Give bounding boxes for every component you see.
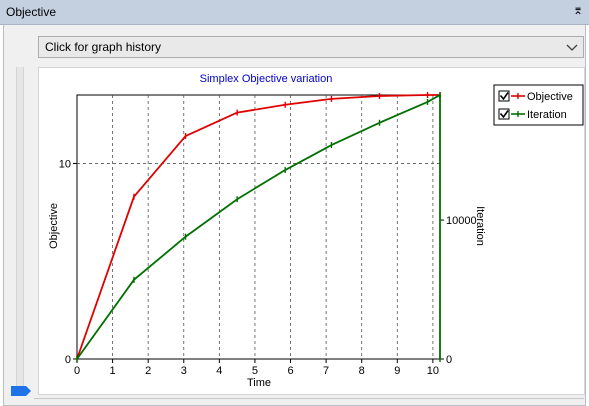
splitter-handle-icon[interactable]	[10, 385, 32, 397]
objective-chart: 0 1 2 3 4 5 6 7 8 9 10 0 10 0 10000 Simplex Objectiv…	[48, 73, 584, 389]
graph-history-dropdown[interactable]: Click for graph history	[38, 36, 584, 58]
y-axis-label: Objective	[48, 203, 60, 249]
x-tick-label: 2	[145, 365, 151, 377]
chart-legend: Objective Iteration	[493, 84, 584, 126]
graph-history-label: Click for graph history	[45, 40, 162, 54]
chart-frame: 0 1 2 3 4 5 6 7 8 9 10 0 10 0 10000 Simplex Objectiv…	[38, 67, 585, 395]
x-tick-label: 0	[74, 365, 80, 377]
splitter-track[interactable]	[16, 67, 24, 392]
y-tick-label: 10	[59, 158, 71, 170]
x-tick-label: 6	[287, 365, 293, 377]
x-tick-label: 10	[427, 365, 439, 377]
plot-area	[76, 94, 441, 360]
legend-objective-label: Objective	[527, 91, 573, 103]
objective-panel: Click for graph history 0 1 2 3 4 5 6 7 8 9 10 0 10…	[3, 25, 586, 406]
chart-grid	[77, 95, 440, 359]
legend-objective-check-icon	[499, 92, 509, 101]
y-tick-label: 0	[65, 354, 71, 366]
x-tick-label: 3	[181, 365, 187, 377]
y2-tick-label: 0	[446, 354, 452, 366]
y2-axis-label: Iteration	[474, 206, 486, 246]
chart-title: Simplex Objective variation	[200, 73, 333, 85]
y-axis-ticks: 0 10	[59, 158, 77, 366]
legend-iteration-label: Iteration	[527, 109, 567, 121]
y2-axis-ticks: 0 10000	[440, 215, 477, 366]
chevron-down-icon	[566, 44, 578, 51]
x-tick-label: 8	[359, 365, 365, 377]
legend-iteration-check-icon	[499, 110, 509, 119]
x-tick-label: 9	[394, 365, 400, 377]
x-tick-label: 5	[252, 365, 258, 377]
legend-iteration-checkbox[interactable]	[498, 108, 510, 120]
legend-objective-checkbox[interactable]	[498, 90, 510, 102]
x-axis-ticks: 0 1 2 3 4 5 6 7 8 9 10	[74, 359, 439, 377]
pin-icon[interactable]: ⌆	[572, 3, 584, 17]
y2-tick-label: 10000	[446, 215, 477, 227]
x-axis-label: Time	[247, 377, 271, 389]
x-tick-label: 1	[110, 365, 116, 377]
window-title: Objective	[6, 5, 57, 19]
x-tick-label: 4	[216, 365, 222, 377]
series-line-iteration	[76, 93, 441, 360]
window-titlebar: Objective ⌆	[0, 0, 589, 25]
chart-series	[76, 92, 441, 362]
separator-line	[34, 398, 584, 399]
x-tick-label: 7	[323, 365, 329, 377]
